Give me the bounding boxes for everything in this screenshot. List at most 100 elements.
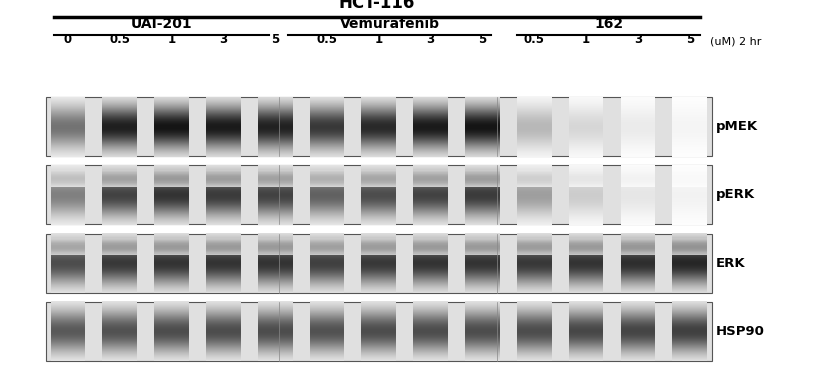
Bar <box>309 342 344 343</box>
Bar <box>206 220 241 221</box>
Bar <box>206 338 241 339</box>
Bar <box>413 202 447 203</box>
Bar <box>568 182 603 183</box>
Bar <box>257 251 292 252</box>
Bar <box>619 248 654 249</box>
Bar <box>309 278 344 279</box>
Bar <box>619 274 654 275</box>
Bar <box>154 236 189 237</box>
Bar <box>516 219 551 220</box>
Bar <box>309 246 344 247</box>
Bar <box>257 235 292 236</box>
Bar <box>413 109 447 110</box>
Bar <box>257 289 292 290</box>
Bar <box>206 197 241 198</box>
Bar <box>154 244 189 245</box>
Bar <box>309 258 344 259</box>
Bar <box>206 291 241 292</box>
Bar <box>516 215 551 216</box>
Bar <box>413 331 447 332</box>
Bar <box>206 262 241 263</box>
Bar <box>257 327 292 328</box>
Bar <box>413 255 447 256</box>
Bar <box>465 220 500 221</box>
Bar <box>154 177 189 178</box>
Bar <box>50 337 85 338</box>
Bar <box>672 286 706 287</box>
Bar <box>206 259 241 260</box>
Bar <box>516 117 551 118</box>
Bar <box>50 251 85 252</box>
Bar <box>309 218 344 219</box>
Text: 5: 5 <box>270 34 279 46</box>
Bar <box>154 242 189 243</box>
Bar <box>309 152 344 153</box>
Bar <box>568 250 603 251</box>
Bar <box>309 180 344 181</box>
Bar <box>672 127 706 128</box>
Bar <box>50 184 85 185</box>
Bar <box>257 165 292 166</box>
Bar <box>465 276 500 277</box>
Bar <box>619 144 654 145</box>
Bar <box>568 182 603 183</box>
Bar <box>672 211 706 212</box>
Bar <box>672 125 706 126</box>
Bar <box>103 113 137 114</box>
Bar <box>257 224 292 225</box>
Bar <box>206 175 241 176</box>
Bar <box>103 169 137 170</box>
Bar <box>619 223 654 224</box>
Bar <box>50 194 85 195</box>
Bar <box>309 329 344 330</box>
Bar <box>568 117 603 118</box>
Bar <box>568 254 603 255</box>
Bar <box>103 249 137 250</box>
Bar <box>465 314 500 315</box>
Bar <box>465 248 500 249</box>
Bar <box>103 148 137 149</box>
Bar <box>257 246 292 247</box>
Bar <box>103 253 137 254</box>
Bar <box>206 305 241 306</box>
Bar <box>103 247 137 248</box>
Bar <box>672 317 706 318</box>
Bar <box>309 189 344 190</box>
Bar <box>361 139 396 140</box>
Bar <box>672 324 706 325</box>
Bar <box>257 357 292 358</box>
Bar <box>361 328 396 329</box>
Bar <box>413 329 447 330</box>
Bar <box>103 197 137 198</box>
Bar <box>50 215 85 216</box>
Bar <box>465 120 500 121</box>
Bar <box>672 124 706 125</box>
Bar <box>361 183 396 184</box>
Bar <box>309 116 344 117</box>
Bar <box>154 146 189 147</box>
Bar <box>50 238 85 239</box>
Bar <box>103 289 137 290</box>
Bar <box>568 275 603 276</box>
Bar <box>361 174 396 175</box>
Bar <box>50 171 85 172</box>
Bar <box>619 156 654 157</box>
Bar <box>50 101 85 102</box>
Bar <box>206 174 241 176</box>
Bar <box>309 170 344 171</box>
Bar <box>619 213 654 214</box>
Bar <box>309 241 344 242</box>
Bar <box>672 195 706 196</box>
Bar <box>206 340 241 341</box>
Bar <box>206 318 241 319</box>
Bar <box>568 270 603 271</box>
Bar <box>619 141 654 142</box>
Bar <box>413 263 447 264</box>
Bar <box>154 254 189 255</box>
Bar <box>206 253 241 254</box>
Bar <box>413 176 447 178</box>
Bar <box>413 351 447 352</box>
Bar <box>619 309 654 310</box>
Bar <box>257 181 292 182</box>
Bar <box>672 305 706 306</box>
